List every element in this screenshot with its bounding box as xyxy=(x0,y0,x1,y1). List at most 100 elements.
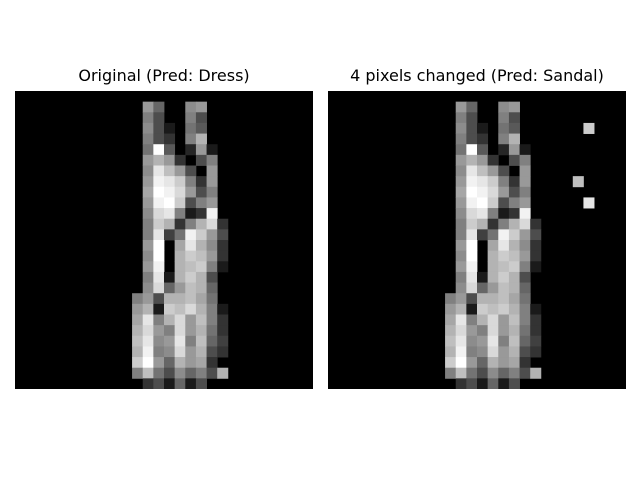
perturbed-pixel xyxy=(487,271,499,283)
original-pixel xyxy=(153,144,165,156)
perturbed-pixel xyxy=(508,346,520,358)
original-pixel xyxy=(153,186,165,198)
perturbed-pixel xyxy=(498,122,510,134)
original-pixel xyxy=(185,197,197,209)
original-pixel xyxy=(132,314,144,326)
perturbed-pixel xyxy=(487,378,499,389)
original-pixel xyxy=(174,218,186,230)
perturbed-pixel xyxy=(508,250,520,262)
original-pixel xyxy=(142,250,154,262)
perturbed-pixel xyxy=(498,378,510,389)
original-pixel xyxy=(206,335,218,347)
original-pixel xyxy=(206,293,218,305)
perturbed-pixel xyxy=(487,282,499,294)
original-pixel xyxy=(195,250,207,262)
perturbed-pixel xyxy=(498,250,510,262)
original-pixel xyxy=(153,133,165,145)
original-pixel xyxy=(142,154,154,166)
original-pixel xyxy=(185,186,197,198)
original-pixel xyxy=(164,314,176,326)
perturbed-pixel xyxy=(477,218,489,230)
original-pixel xyxy=(142,165,154,177)
perturbed-pixel xyxy=(477,186,489,198)
perturbed-pixel xyxy=(487,314,499,326)
perturbed-pixel xyxy=(530,229,542,241)
original-pixel xyxy=(153,197,165,209)
original-pixel xyxy=(142,133,154,145)
perturbed-pixel xyxy=(487,186,499,198)
original-pixel xyxy=(142,197,154,209)
perturbed-pixel xyxy=(508,197,520,209)
perturbed-pixel xyxy=(466,144,478,156)
original-pixel xyxy=(206,346,218,358)
perturbed-pixel xyxy=(487,240,499,252)
original-pixel xyxy=(185,367,197,379)
original-pixel xyxy=(206,303,218,315)
perturbed-pixel xyxy=(466,335,478,347)
original-pixel xyxy=(153,101,165,113)
original-pixel xyxy=(153,176,165,188)
perturbed-pixel xyxy=(455,325,467,337)
perturbed-pixel xyxy=(455,303,467,315)
perturbed-pixel xyxy=(530,325,542,337)
original-pixel xyxy=(153,325,165,337)
original-pixel xyxy=(153,218,165,230)
perturbed-pixel xyxy=(466,165,478,177)
original-pixel xyxy=(174,282,186,294)
perturbed-pixel xyxy=(477,282,489,294)
original-pixel xyxy=(185,261,197,273)
perturbed-pixel xyxy=(477,367,489,379)
perturbed-pixel xyxy=(477,378,489,389)
original-pixel xyxy=(174,357,186,369)
perturbed-panel-title: 4 pixels changed (Pred: Sandal) xyxy=(350,66,604,85)
perturbed-pixel xyxy=(498,218,510,230)
original-pixel xyxy=(217,335,229,347)
perturbed-pixel xyxy=(508,261,520,273)
original-pixel xyxy=(174,293,186,305)
original-pixel xyxy=(185,314,197,326)
original-pixel xyxy=(185,250,197,262)
original-pixel xyxy=(185,335,197,347)
perturbed-pixel xyxy=(498,367,510,379)
original-pixel xyxy=(174,378,186,389)
perturbed-pixel xyxy=(508,154,520,166)
perturbed-pixel xyxy=(487,229,499,241)
original-pixel xyxy=(206,325,218,337)
original-pixel xyxy=(185,176,197,188)
perturbed-pixel xyxy=(466,346,478,358)
perturbed-pixel xyxy=(455,240,467,252)
original-pixel xyxy=(142,261,154,273)
perturbed-pixel xyxy=(498,357,510,369)
original-pixel xyxy=(217,325,229,337)
original-pixel xyxy=(153,229,165,241)
original-pixel xyxy=(195,229,207,241)
original-pixel xyxy=(195,346,207,358)
original-pixel xyxy=(195,293,207,305)
original-pixel xyxy=(164,335,176,347)
perturbed-pixel xyxy=(519,240,531,252)
perturbed-pixel xyxy=(572,176,584,188)
original-pixel xyxy=(153,208,165,220)
original-panel: Original (Pred: Dress) xyxy=(14,64,314,390)
original-pixel xyxy=(153,271,165,283)
perturbed-pixel xyxy=(466,197,478,209)
perturbed-pixel xyxy=(466,122,478,134)
perturbed-pixel xyxy=(519,218,531,230)
perturbed-pixel xyxy=(508,303,520,315)
original-pixel xyxy=(142,101,154,113)
perturbed-pixel xyxy=(455,261,467,273)
original-pixel xyxy=(185,218,197,230)
perturbed-pixel xyxy=(487,303,499,315)
perturbed-pixel xyxy=(530,314,542,326)
perturbed-pixel xyxy=(519,229,531,241)
original-pixel xyxy=(185,165,197,177)
original-pixel xyxy=(206,261,218,273)
original-pixel xyxy=(217,303,229,315)
perturbed-pixel xyxy=(477,176,489,188)
perturbed-pixel xyxy=(508,367,520,379)
original-pixel xyxy=(217,261,229,273)
original-pixel xyxy=(153,112,165,124)
perturbed-pixel xyxy=(508,133,520,145)
perturbed-pixel xyxy=(445,357,457,369)
original-pixel xyxy=(142,271,154,283)
